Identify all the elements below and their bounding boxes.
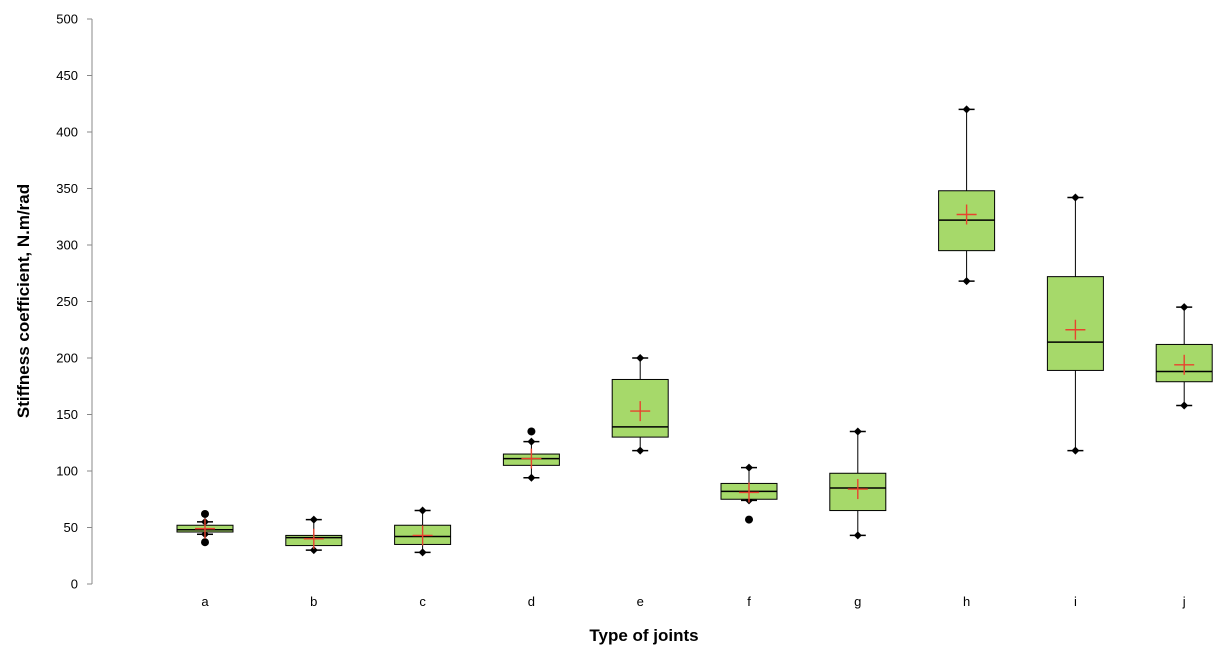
x-tick-label-b: b bbox=[310, 594, 317, 609]
box-c bbox=[394, 506, 452, 557]
y-tick-label: 300 bbox=[56, 238, 78, 253]
min-marker bbox=[853, 531, 862, 540]
x-tick-label-c: c bbox=[419, 594, 426, 609]
y-tick-label: 400 bbox=[56, 125, 78, 140]
x-tick-label-g: g bbox=[854, 594, 861, 609]
y-tick-label: 200 bbox=[56, 351, 78, 366]
min-marker bbox=[1180, 401, 1189, 410]
x-tick-label-e: e bbox=[637, 594, 644, 609]
y-tick-label: 50 bbox=[64, 520, 78, 535]
y-tick-label: 500 bbox=[56, 12, 78, 27]
min-marker bbox=[309, 546, 318, 555]
max-marker bbox=[962, 105, 971, 114]
x-tick-label-i: i bbox=[1074, 594, 1077, 609]
max-marker bbox=[853, 427, 862, 436]
box-d bbox=[502, 427, 560, 482]
y-tick-label: 100 bbox=[56, 464, 78, 479]
box-f bbox=[720, 463, 778, 524]
y-tick-label: 150 bbox=[56, 407, 78, 422]
min-marker bbox=[527, 473, 536, 482]
x-tick-label-a: a bbox=[201, 594, 209, 609]
box-h bbox=[938, 105, 996, 286]
y-tick-label: 350 bbox=[56, 181, 78, 196]
box-series bbox=[176, 105, 1213, 557]
y-tick-label: 250 bbox=[56, 294, 78, 309]
max-marker bbox=[1071, 193, 1080, 202]
max-marker bbox=[418, 506, 427, 515]
max-marker bbox=[527, 437, 536, 446]
x-axis: a b c d e f g h i j bbox=[201, 594, 1185, 609]
max-marker bbox=[636, 354, 645, 362]
box-j bbox=[1155, 303, 1213, 410]
box-b bbox=[285, 515, 343, 555]
outlier-point bbox=[201, 509, 209, 518]
min-marker bbox=[636, 446, 645, 455]
x-tick-label-f: f bbox=[747, 594, 751, 609]
max-marker bbox=[1180, 303, 1189, 312]
box-g bbox=[829, 427, 887, 540]
outlier-point bbox=[201, 538, 209, 547]
x-tick-label-h: h bbox=[963, 594, 970, 609]
x-axis-title: Type of joints bbox=[589, 626, 698, 645]
x-tick-label-d: d bbox=[528, 594, 535, 609]
outlier-point bbox=[745, 515, 753, 524]
box-e bbox=[611, 354, 669, 455]
y-tick-label: 0 bbox=[71, 577, 78, 592]
min-marker bbox=[418, 548, 427, 557]
box-i bbox=[1046, 193, 1104, 455]
max-marker bbox=[309, 515, 318, 524]
y-axis-title: Stiffness coefficient, N.m/rad bbox=[14, 184, 33, 418]
y-tick-label: 450 bbox=[56, 68, 78, 83]
max-marker bbox=[745, 463, 753, 472]
outlier-point bbox=[527, 427, 536, 436]
x-tick-label-j: j bbox=[1182, 594, 1186, 609]
y-axis: 0 50 100 150 200 250 300 350 400 450 500 bbox=[56, 12, 93, 592]
box-a bbox=[176, 509, 234, 547]
min-marker bbox=[962, 277, 971, 286]
min-marker bbox=[1071, 446, 1080, 455]
